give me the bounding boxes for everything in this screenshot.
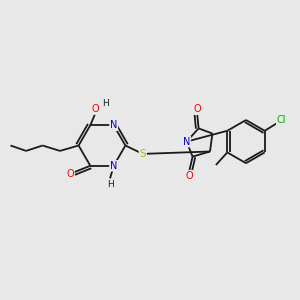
Text: H: H	[102, 98, 109, 107]
Text: S: S	[140, 149, 146, 159]
Text: O: O	[185, 171, 193, 181]
Text: N: N	[110, 161, 117, 171]
Text: N: N	[183, 136, 190, 147]
Text: H: H	[107, 181, 113, 190]
Text: O: O	[193, 104, 201, 114]
Text: O: O	[92, 104, 100, 114]
Text: Cl: Cl	[277, 115, 286, 125]
Text: O: O	[66, 169, 74, 179]
Text: N: N	[110, 120, 117, 130]
